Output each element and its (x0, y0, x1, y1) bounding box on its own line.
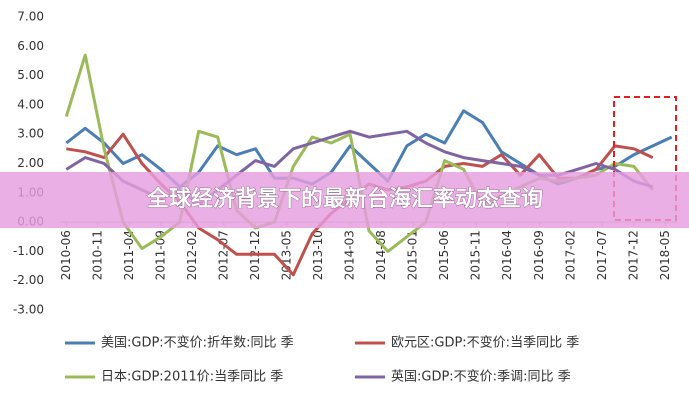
x-tick-label: 2014-03 (343, 230, 357, 280)
y-tick-label: 6.00 (17, 39, 44, 53)
x-tick-label: 2016-09 (532, 230, 546, 280)
x-tick-label: 2013-10 (311, 230, 325, 280)
x-tick-label: 2015-01 (406, 230, 420, 280)
y-tick-label: 4.00 (17, 97, 44, 111)
y-tick-label: -2.00 (13, 273, 44, 287)
y-tick-label: 5.00 (17, 68, 44, 82)
x-tick-label: 2017-02 (563, 230, 577, 280)
legend-label: 美国:GDP:不变价:折年数:同比 季 (101, 335, 294, 351)
x-tick-label: 2015-06 (437, 230, 451, 280)
x-tick-label: 2017-12 (626, 230, 640, 280)
legend-label: 英国:GDP:不变价:季调:同比 季 (391, 369, 571, 385)
x-tick-label: 2018-05 (658, 230, 672, 280)
y-tick-label: 7.00 (17, 10, 44, 24)
x-tick-label: 2011-04 (122, 230, 136, 280)
x-tick-label: 2010-11 (90, 230, 104, 280)
x-tick-label: 2015-11 (469, 230, 483, 280)
y-tick-label: -3.00 (13, 303, 44, 317)
x-tick-label: 2012-02 (185, 230, 199, 280)
x-tick-label: 2012-07 (216, 230, 230, 280)
x-tick-label: 2010-06 (59, 230, 73, 280)
banner-title: 全球经济背景下的最新台海汇率动态查询 (146, 186, 543, 212)
legend-label: 日本:GDP:2011价:当季同比 季 (101, 370, 283, 385)
x-tick-label: 2016-04 (500, 230, 514, 280)
banner-band (0, 172, 689, 228)
legend-label: 欧元区:GDP:不变价:当季同比 季 (391, 335, 579, 351)
x-tick-label: 2014-08 (374, 230, 388, 280)
x-tick-label: 2013-05 (280, 230, 294, 280)
y-tick-label: 3.00 (17, 127, 44, 141)
y-tick-label: -1.00 (13, 244, 44, 258)
y-tick-label: 2.00 (17, 156, 44, 170)
x-tick-label: 2017-07 (595, 230, 609, 280)
x-tick-label: 2011-09 (153, 230, 167, 280)
